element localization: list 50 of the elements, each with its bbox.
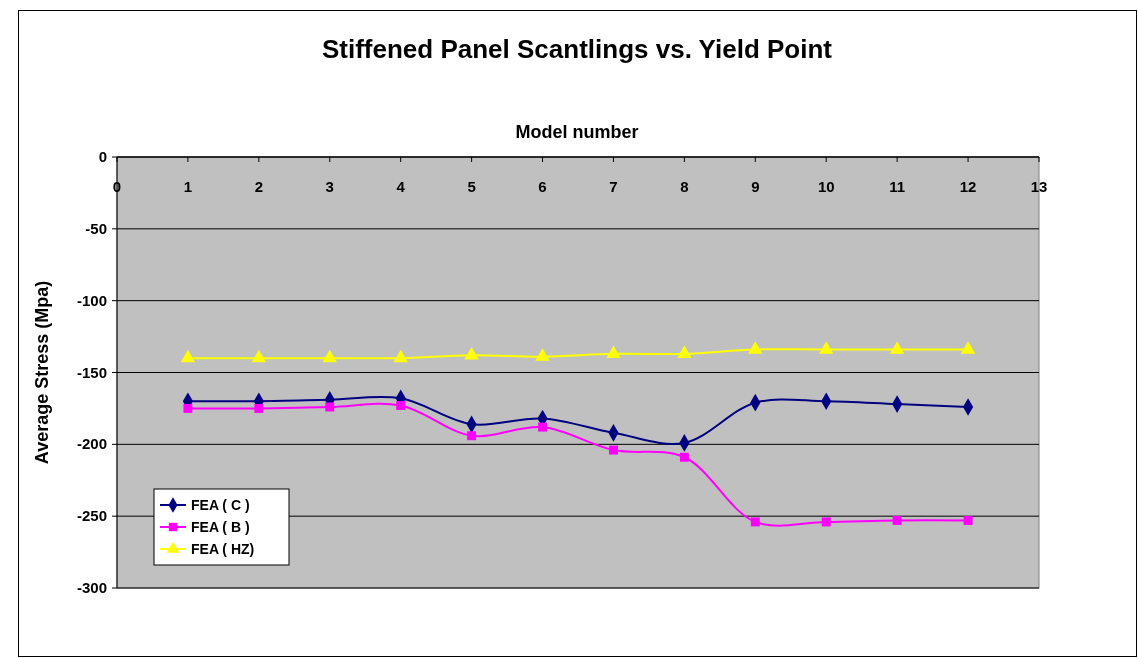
chart-title: Stiffened Panel Scantlings vs. Yield Point [321, 34, 833, 64]
legend-label: FEA ( C ) [191, 497, 250, 513]
point [606, 345, 621, 358]
x-tick-label: 11 [889, 178, 906, 195]
point [251, 349, 267, 363]
y-tick-label: -300 [76, 579, 107, 596]
x-tick-label: 3 [325, 178, 334, 195]
point [467, 431, 477, 441]
point [396, 401, 406, 411]
y-axis-title: Average Stress (Mpa) [32, 280, 52, 465]
point [393, 349, 408, 363]
point [325, 402, 335, 412]
x-tick-label: 13 [1030, 178, 1048, 195]
x-tick-label: 2 [254, 178, 264, 195]
legend-label: FEA ( HZ) [191, 541, 255, 557]
point [608, 445, 618, 455]
point [679, 452, 689, 462]
y-tick-label: -150 [76, 363, 107, 381]
point [963, 516, 973, 525]
y-tick-label: -100 [76, 291, 107, 309]
point [821, 517, 831, 527]
point [819, 341, 834, 354]
x-tick-label: 10 [817, 178, 835, 195]
x-tick-label: 8 [680, 178, 689, 195]
point [322, 349, 337, 363]
point [892, 516, 902, 525]
y-tick-label: 0 [98, 148, 107, 165]
x-tick-label: 6 [538, 178, 547, 195]
point [464, 346, 479, 360]
y-tick-label: -50 [85, 219, 107, 237]
y-tick-label: -250 [76, 507, 107, 525]
point [535, 348, 550, 361]
x-tick-label: 12 [959, 178, 977, 195]
point [183, 403, 193, 413]
point [254, 403, 264, 413]
point [750, 517, 760, 527]
y-tick-label: -200 [76, 435, 107, 453]
point [748, 341, 763, 354]
x-tick-label: 1 [183, 178, 193, 195]
x-tick-label: 5 [467, 178, 476, 195]
point [538, 422, 548, 432]
x-axis-title: Model number [515, 122, 639, 142]
point [677, 345, 692, 358]
x-tick-label: 4 [396, 178, 406, 195]
legend-label: FEA ( B ) [191, 519, 250, 535]
point [889, 341, 905, 354]
x-tick-label: 9 [751, 178, 760, 195]
x-tick-label: 7 [609, 178, 618, 195]
point [960, 341, 976, 354]
point [180, 349, 196, 363]
